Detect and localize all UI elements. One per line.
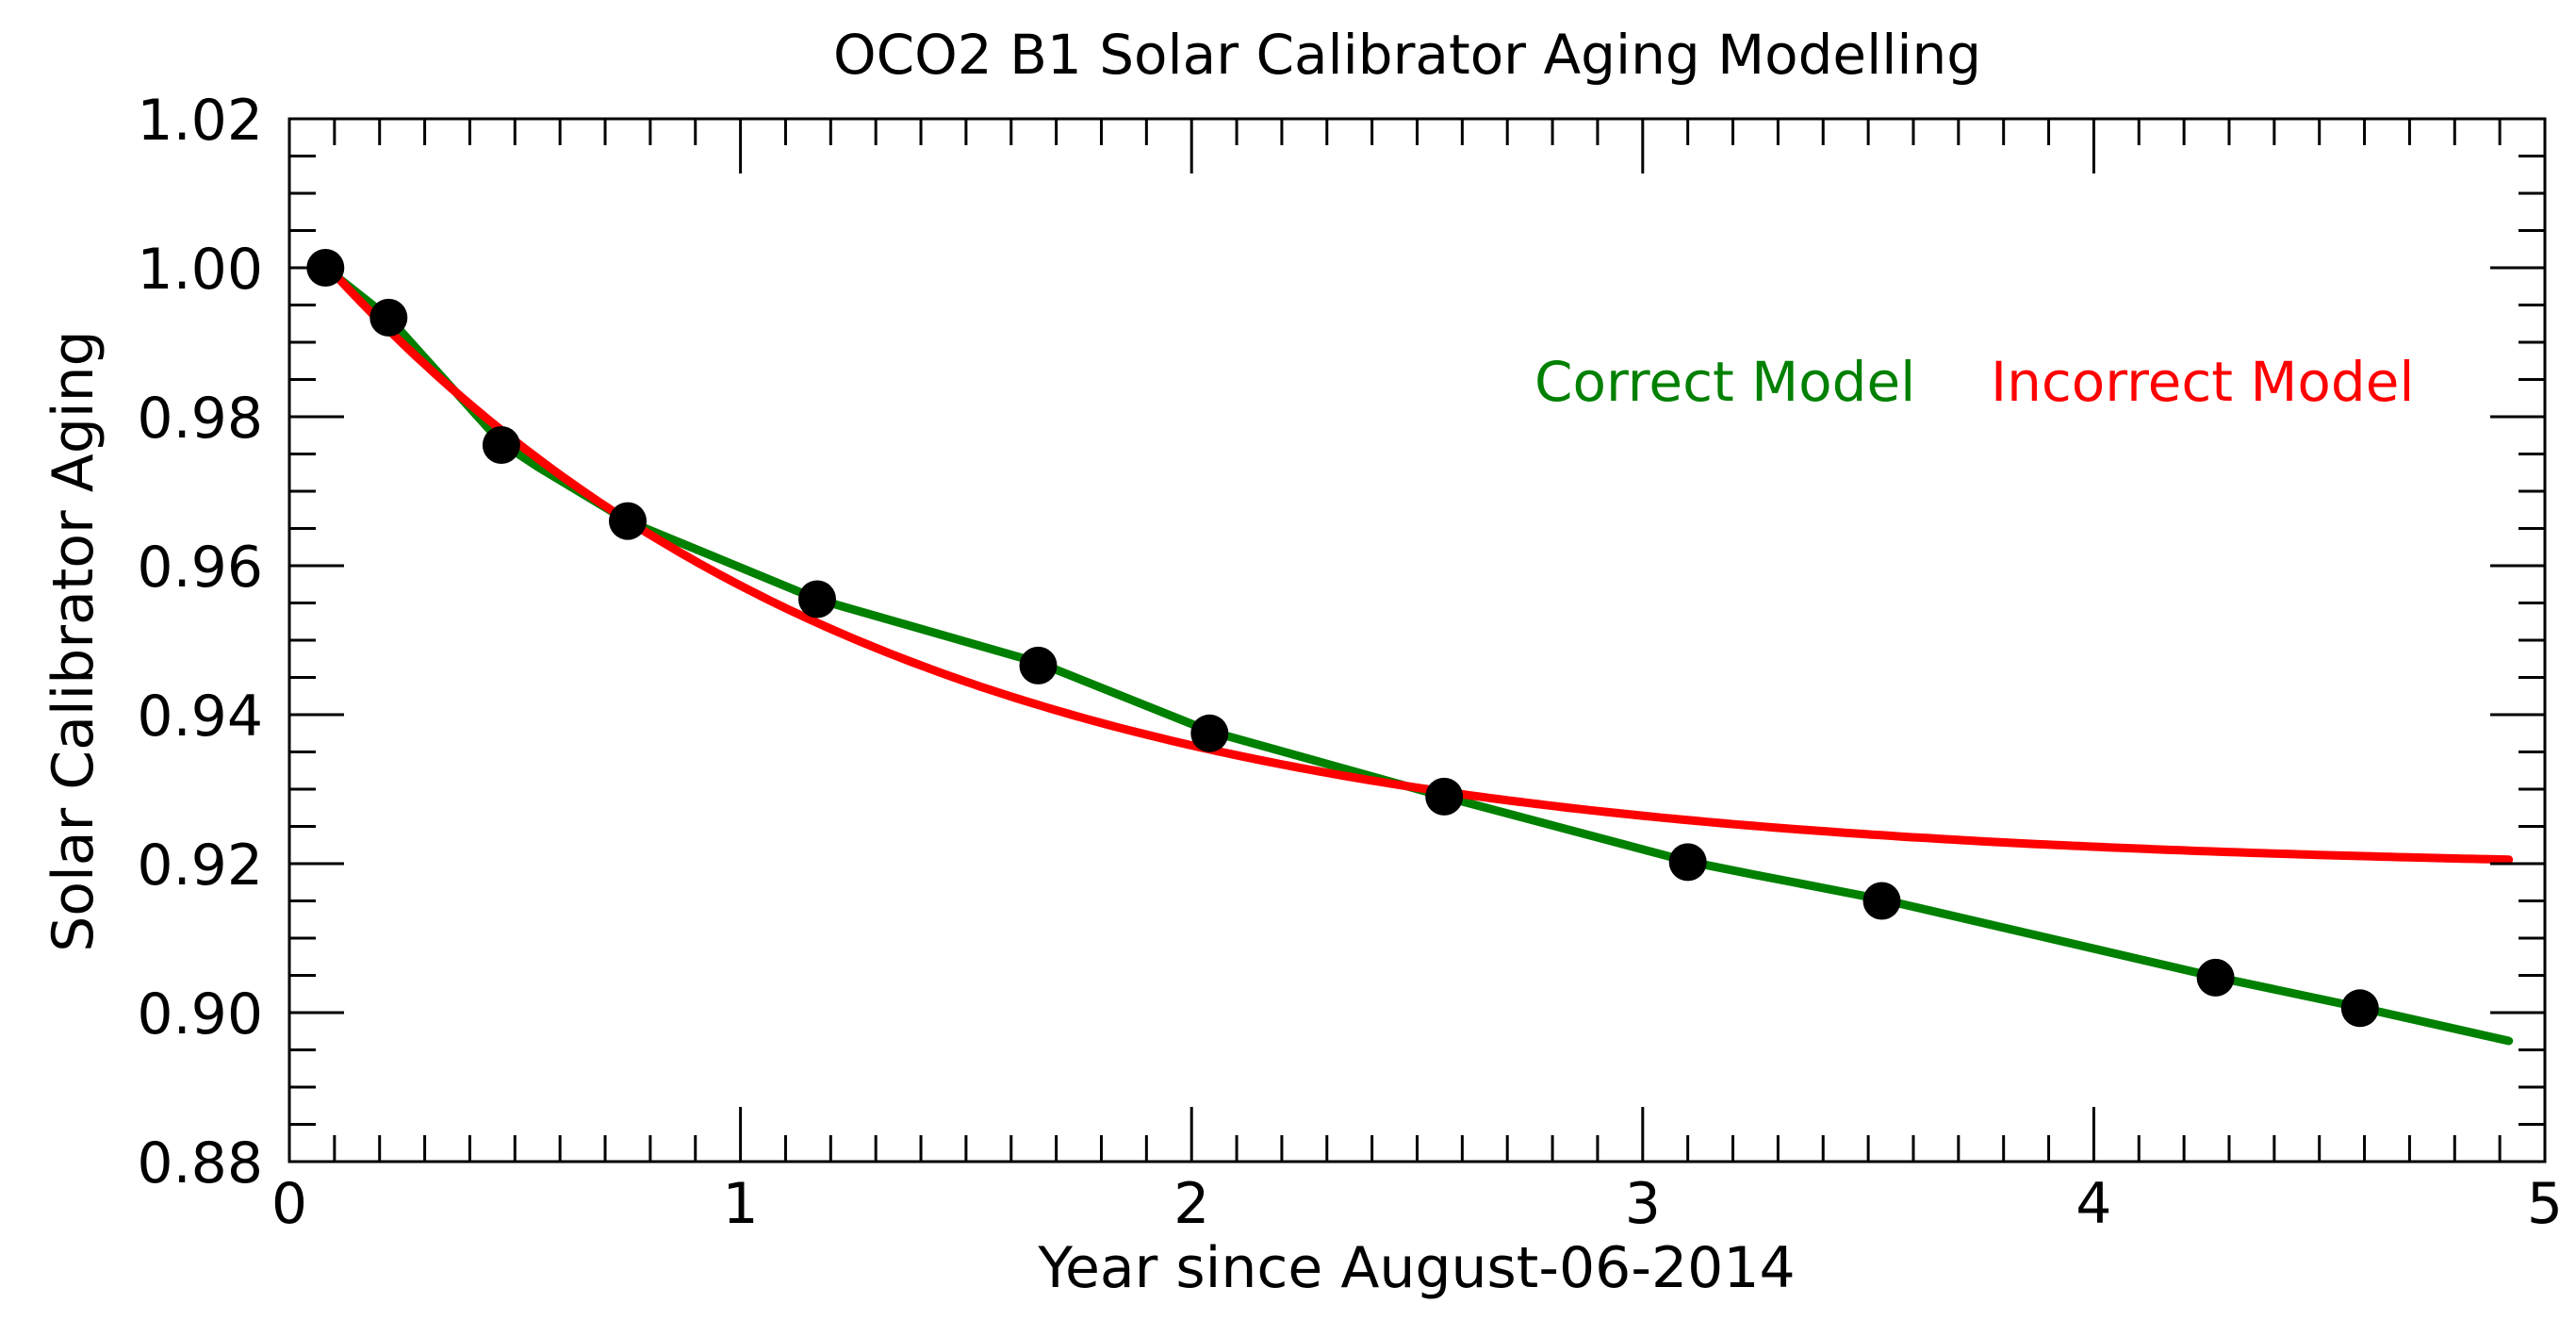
legend-correct-model: Correct Model xyxy=(1534,350,1915,414)
data-point xyxy=(482,426,520,464)
y-tick-label: 0.96 xyxy=(137,535,263,601)
y-tick-label: 0.88 xyxy=(137,1130,263,1196)
data-points xyxy=(306,249,2379,1028)
x-tick-label: 3 xyxy=(1625,1171,1661,1237)
tick-labels: 0 1 2 3 4 5 0.88 0.90 0.92 0.94 0.96 0.98 1.00 1.02 xyxy=(137,88,2563,1237)
data-point xyxy=(369,298,408,337)
y-axis-label: Solar Calibrator Aging xyxy=(41,330,107,951)
x-tick-label: 5 xyxy=(2527,1171,2563,1237)
x-tick-label: 0 xyxy=(271,1171,307,1237)
axis-ticks xyxy=(287,117,2547,1163)
data-point xyxy=(1425,777,1464,816)
legend-incorrect-model: Incorrect Model xyxy=(1991,350,2415,414)
data-point xyxy=(2340,989,2379,1028)
x-tick-label: 2 xyxy=(1173,1171,1209,1237)
y-tick-label: 0.98 xyxy=(137,386,263,452)
data-point xyxy=(1019,646,1058,685)
data-point xyxy=(1668,843,1707,882)
data-point xyxy=(1190,714,1229,752)
y-tick-label: 1.00 xyxy=(137,237,263,303)
x-tick-label: 1 xyxy=(723,1171,759,1237)
data-point xyxy=(2196,958,2235,997)
data-point xyxy=(1862,882,1901,920)
x-tick-label: 4 xyxy=(2076,1171,2111,1237)
y-tick-label: 0.92 xyxy=(137,833,263,899)
data-point xyxy=(609,502,647,540)
series-line-incorrect-model xyxy=(320,259,2514,865)
chart-title: OCO2 B1 Solar Calibrator Aging Modelling xyxy=(833,23,1981,87)
x-axis-label: Year since August-06-2014 xyxy=(1037,1235,1795,1301)
y-tick-label: 0.90 xyxy=(137,982,263,1048)
y-tick-label: 1.02 xyxy=(137,88,263,154)
y-tick-label: 0.94 xyxy=(137,684,263,750)
data-point xyxy=(798,580,836,619)
